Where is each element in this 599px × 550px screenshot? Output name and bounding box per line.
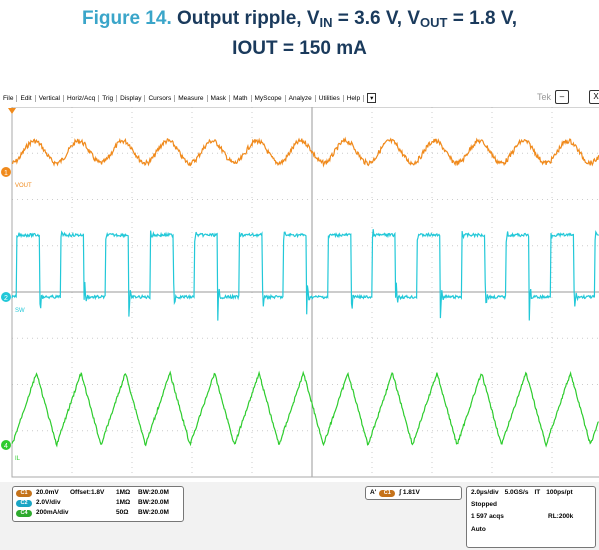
- menu-item[interactable]: Mask: [208, 94, 231, 102]
- menu-bar: File Edit Vertical Horiz/Acq Trig Display Curs…: [0, 90, 599, 106]
- caption-text: Output ripple, V: [177, 8, 320, 29]
- channel-marker: [1, 292, 11, 302]
- menu-item[interactable]: Cursors: [145, 94, 176, 102]
- caption-sub: IN: [319, 15, 333, 30]
- bandwidth: BW:20.0M: [138, 509, 169, 516]
- horizontal-value: 2.0µs/div: [471, 489, 499, 496]
- bandwidth: BW:20.0M: [138, 489, 169, 496]
- caption-label: Figure 14.: [81, 8, 172, 29]
- caption-sub: OUT: [420, 15, 448, 30]
- menu-item[interactable]: File: [0, 94, 18, 102]
- minimize-button[interactable]: –: [555, 90, 569, 104]
- scale: 200mA/div: [36, 509, 69, 516]
- menu-item[interactable]: Edit: [17, 94, 36, 102]
- horizontal-trig: Auto: [471, 526, 486, 533]
- channel-number: 4: [4, 443, 8, 450]
- trigger-marker: [8, 108, 16, 114]
- offset: Offset:1.8V: [70, 489, 105, 496]
- channel-badge: C1: [16, 490, 32, 497]
- menu-item[interactable]: Utilities: [316, 94, 344, 102]
- waveform: [11, 370, 599, 448]
- horizontal-value: IT: [534, 489, 541, 496]
- status-panel: C1 20.0mV Offset:1.8V 1MΩ BW:20.0M C2 2.0V/div…: [0, 482, 599, 550]
- scale: 2.0V/div: [36, 499, 61, 506]
- horizontal-acqs: 1 597 acqs: [471, 513, 504, 520]
- trigger-level: 1.81V: [402, 489, 420, 496]
- channel-badge: C2: [16, 500, 32, 507]
- channel-number: 2: [4, 295, 8, 302]
- bandwidth: BW:20.0M: [138, 499, 169, 506]
- channel-marker: [1, 440, 11, 450]
- grid-border: [11, 107, 599, 478]
- menu-item[interactable]: Horiz/Acq: [64, 94, 100, 102]
- trigger-row: A' C1 ∫ 1.81V: [370, 489, 420, 497]
- caption-text: = 3.6 V, V: [332, 8, 421, 29]
- impedance: 1MΩ: [116, 489, 131, 496]
- caption-line2: IOUT = 150 mA: [232, 38, 367, 59]
- channel-marker: [1, 167, 11, 177]
- channel-number: 1: [4, 170, 8, 177]
- caption: Figure 14. Output ripple, VIN = 3.6 V, V…: [0, 6, 599, 62]
- vertical-row: C4 200mA/div 50Ω BW:20.0M: [16, 509, 169, 517]
- menu-item[interactable]: MyScope: [252, 94, 286, 102]
- horizontal-box: [466, 486, 596, 548]
- vertical-row: C2 2.0V/div 1MΩ BW:20.0M: [16, 499, 169, 507]
- channel-badge: C1: [379, 490, 396, 497]
- impedance: 50Ω: [116, 509, 129, 516]
- horizontal-value: 5.0GS/s: [504, 489, 529, 496]
- trigger-mode: A': [370, 489, 377, 496]
- horizontal-value: 100ps/pt: [546, 489, 573, 496]
- horizontal-row: 2.0µs/div 5.0GS/s IT 100ps/pt: [471, 489, 579, 496]
- channel-badge: C4: [16, 510, 32, 517]
- menu-item[interactable]: Math: [230, 94, 252, 102]
- vertical-row: C1 20.0mV Offset:1.8V 1MΩ BW:20.0M: [16, 489, 169, 497]
- waveform: [11, 136, 599, 168]
- trigger-slope: ∫: [399, 489, 403, 496]
- menu-item[interactable]: Trig: [99, 94, 118, 102]
- impedance: 1MΩ: [116, 499, 131, 506]
- channel-label: IL: [15, 456, 21, 462]
- scope-display: 1 VOUT 2 SW 4 IL: [1, 107, 599, 478]
- menu-item[interactable]: Vertical: [36, 94, 65, 102]
- logo: Tek: [536, 92, 551, 102]
- scale: 20.0mV: [36, 489, 59, 496]
- close-button[interactable]: X: [589, 90, 599, 104]
- menu-item[interactable]: Analyze: [286, 94, 316, 102]
- caption-text: = 1.8 V,: [447, 8, 518, 29]
- menu-item[interactable]: Measure: [175, 94, 208, 102]
- waveform: [11, 229, 599, 321]
- menu-item[interactable]: Display: [117, 94, 146, 102]
- menu-dropdown: ▾: [367, 93, 377, 103]
- vertical-box: [12, 486, 184, 522]
- record-length: RL:200k: [548, 513, 574, 520]
- channel-label: SW: [15, 308, 25, 314]
- menu-item[interactable]: Help: [344, 94, 365, 102]
- channel-label: VOUT: [15, 183, 32, 189]
- horizontal-state: Stopped: [471, 501, 497, 508]
